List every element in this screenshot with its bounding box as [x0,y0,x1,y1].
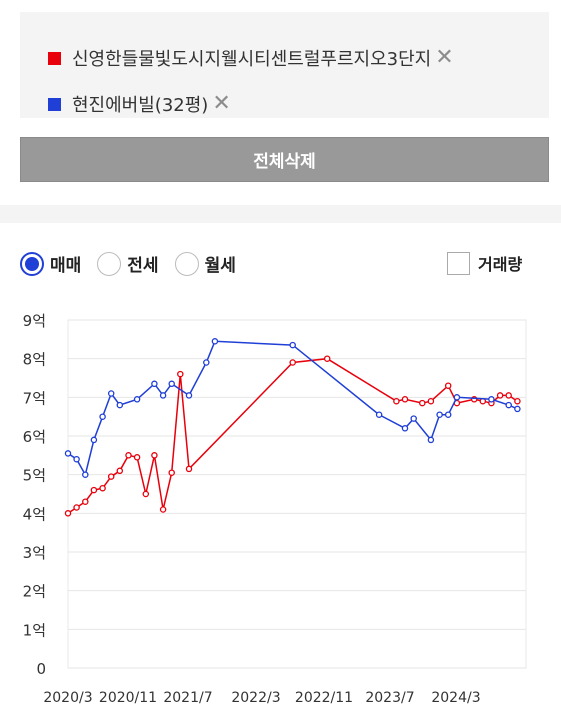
data-point [133,454,141,461]
series-color-swatch [48,97,61,111]
data-point [211,338,219,345]
radio-icon[interactable] [97,251,122,276]
trade-type-label: 매매 [50,256,82,276]
data-point [427,397,435,405]
data-point [436,411,443,418]
data-point [401,425,409,432]
data-point [419,399,426,407]
data-point [289,341,296,349]
plot-frame [67,319,527,669]
data-point [401,396,409,403]
data-point [82,498,89,505]
trade-type-label: 전세 [127,256,159,276]
data-point [125,452,132,459]
volume-label: 거래량 [478,255,523,274]
data-point [185,392,193,399]
data-point [151,380,158,388]
data-point [514,397,521,405]
data-point [177,370,184,378]
trade-type-selector: 매매 전세 월세 [20,251,252,276]
y-tick-label: 9억 [23,312,46,330]
y-tick-label: 3억 [23,544,46,562]
data-point [444,411,452,418]
data-point [159,506,167,513]
compare-list: 신영한들물빛도시지웰시티센트럴푸르지오3단지 ✕ 현진에버빌(32평) ✕ [20,12,549,118]
data-point [203,359,210,366]
data-point [116,401,124,409]
data-point [64,450,72,457]
y-tick-label: 2억 [23,583,46,601]
y-tick-label: 1억 [23,621,46,639]
data-point [185,465,193,473]
compare-item: 신영한들물빛도시지웰시티센트럴푸르지오3단지 ✕ [48,45,454,71]
y-tick-label: 7억 [23,389,46,407]
trade-type-radio-sale[interactable]: 매매 [20,251,81,276]
data-point [427,436,435,444]
data-point [168,469,175,476]
x-tick-label: 2021/7 [163,690,212,706]
data-point [375,411,383,418]
compare-item-label: 현진에버빌(32평) [72,95,209,116]
y-tick-label: 6억 [23,428,46,446]
compare-item: 현진에버빌(32평) ✕ [48,91,231,117]
data-point [289,359,296,366]
series-color-swatch [48,51,61,65]
data-point [90,486,98,494]
data-point [453,394,461,401]
data-point [393,397,400,405]
data-point [505,401,512,409]
data-point [496,392,504,399]
x-tick-label: 2024/3 [431,690,480,706]
data-point [82,471,89,478]
data-point [73,455,80,463]
data-point [133,396,141,403]
x-tick-label: 2023/7 [365,690,414,706]
trade-type-label: 월세 [204,256,236,276]
y-tick-label: 8억 [23,351,46,369]
data-point [73,504,80,511]
price-chart: 0 1억 2억 3억 4억 5억 6억 7억 8억 9억 2020/3 2020/11 2021/7 20… [23,312,527,706]
data-point [99,413,106,420]
radio-icon[interactable] [20,251,44,276]
x-tick-label: 2020/3 [43,690,92,706]
volume-toggle[interactable]: 거래량 [447,251,522,275]
data-point [323,355,331,362]
radio-icon[interactable] [174,251,199,276]
data-point [107,473,115,480]
y-tick-label: 5억 [23,467,46,485]
trade-type-radio-monthly[interactable]: 월세 [174,251,236,276]
data-point [159,392,167,399]
y-tick-label: 0 [36,660,46,678]
data-point [142,490,150,498]
data-point [151,452,158,459]
data-point [505,392,512,399]
y-tick-label: 4억 [23,505,46,523]
data-point [488,396,495,403]
x-tick-label: 2020/11 [99,690,157,706]
data-point [444,382,452,389]
data-point [99,484,106,492]
data-point [514,405,521,413]
data-point [116,467,124,475]
compare-item-label: 신영한들물빛도시지웰시티센트럴푸르지오3단지 [72,49,432,70]
data-point [64,510,72,517]
data-point [168,380,175,388]
close-icon[interactable]: ✕ [435,45,454,70]
data-point [410,415,417,422]
x-tick-label: 2022/11 [295,690,353,706]
volume-checkbox[interactable] [447,251,470,275]
close-icon[interactable]: ✕ [212,91,231,116]
section-divider [0,205,561,223]
data-point [90,436,98,444]
data-point [107,390,115,397]
delete-all-button[interactable]: 전체삭제 [20,137,549,182]
trade-type-radio-jeonse[interactable]: 전세 [97,251,159,276]
x-tick-label: 2022/3 [231,690,280,706]
